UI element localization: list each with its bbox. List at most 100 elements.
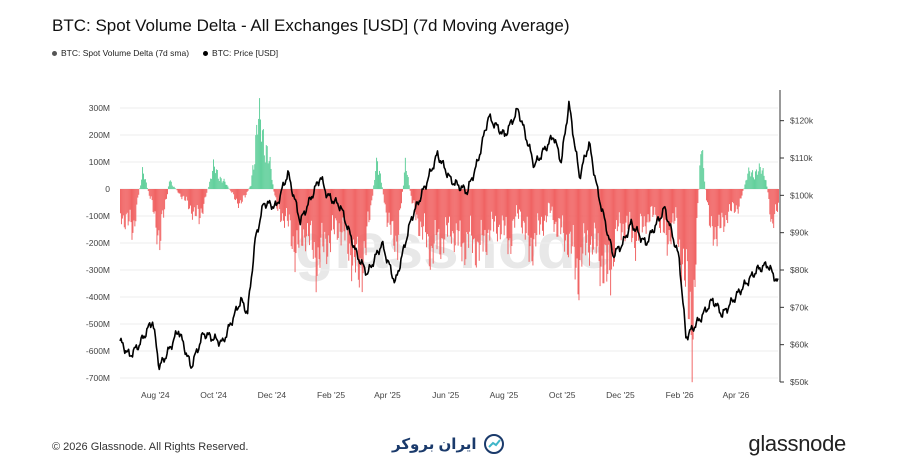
delta-bar bbox=[314, 189, 316, 258]
delta-bar bbox=[511, 189, 513, 247]
delta-bar bbox=[159, 189, 161, 251]
delta-bar bbox=[469, 189, 471, 232]
delta-bar bbox=[700, 154, 702, 189]
delta-bar bbox=[405, 170, 407, 189]
delta-bar bbox=[419, 189, 421, 237]
delta-bar bbox=[600, 189, 602, 267]
delta-bar bbox=[529, 189, 531, 247]
delta-bar bbox=[373, 185, 375, 189]
delta-bar bbox=[404, 157, 406, 189]
delta-bar bbox=[352, 189, 354, 266]
delta-bar bbox=[767, 189, 769, 193]
delta-bar bbox=[239, 189, 241, 201]
delta-bar bbox=[544, 189, 546, 216]
delta-bar bbox=[398, 189, 400, 235]
delta-bar bbox=[633, 189, 635, 230]
delta-bar bbox=[464, 189, 466, 266]
delta-bar bbox=[233, 189, 235, 195]
x-tick-label: Aug '24 bbox=[141, 390, 170, 400]
delta-bar bbox=[618, 189, 620, 213]
delta-bar bbox=[707, 189, 708, 203]
delta-bar bbox=[350, 189, 352, 256]
delta-bar bbox=[170, 181, 172, 189]
delta-bar bbox=[153, 189, 155, 214]
delta-bar bbox=[292, 189, 294, 237]
delta-bar bbox=[272, 184, 274, 189]
delta-bar bbox=[694, 189, 696, 288]
delta-bar bbox=[422, 189, 424, 240]
delta-bar bbox=[608, 189, 610, 245]
delta-bar bbox=[348, 189, 350, 261]
delta-bar bbox=[252, 165, 254, 189]
delta-bar bbox=[678, 189, 680, 247]
delta-bar bbox=[519, 189, 521, 212]
delta-bar bbox=[710, 189, 712, 217]
delta-bar bbox=[744, 184, 746, 189]
delta-bar bbox=[714, 189, 716, 228]
delta-bar bbox=[526, 189, 528, 217]
delta-bar bbox=[628, 189, 630, 228]
delta-bar bbox=[411, 189, 413, 204]
delta-bar bbox=[467, 189, 469, 235]
delta-bar bbox=[187, 189, 189, 201]
legend-item-price[interactable]: BTC: Price [USD] bbox=[203, 48, 278, 58]
x-tick-label: Oct '25 bbox=[549, 390, 576, 400]
delta-bar bbox=[581, 189, 583, 267]
delta-bar bbox=[325, 189, 327, 239]
delta-bar bbox=[198, 189, 200, 225]
delta-bar bbox=[432, 189, 434, 264]
delta-bar bbox=[514, 189, 516, 228]
delta-bar bbox=[457, 189, 459, 246]
price-series-line bbox=[119, 100, 779, 371]
delta-bar bbox=[716, 189, 718, 247]
delta-bar bbox=[475, 189, 477, 268]
delta-bar bbox=[290, 189, 292, 247]
delta-bar bbox=[399, 189, 401, 211]
delta-bar bbox=[312, 189, 314, 259]
legend-item-delta[interactable]: BTC: Spot Volume Delta (7d sma) bbox=[52, 48, 189, 58]
delta-bar bbox=[565, 189, 567, 241]
delta-bar bbox=[267, 163, 269, 189]
delta-bar bbox=[493, 189, 495, 232]
delta-bar bbox=[754, 179, 755, 189]
delta-bar bbox=[776, 189, 778, 211]
delta-bar bbox=[502, 189, 504, 221]
delta-bar bbox=[579, 189, 581, 261]
y-right-tick-label: $80k bbox=[790, 265, 809, 275]
delta-bar bbox=[711, 189, 713, 227]
delta-bar bbox=[612, 189, 614, 251]
delta-bar bbox=[519, 189, 520, 210]
delta-bar bbox=[446, 189, 448, 226]
delta-bar bbox=[542, 189, 543, 231]
delta-bar bbox=[311, 189, 313, 250]
delta-bar bbox=[439, 189, 441, 255]
delta-bar bbox=[536, 189, 538, 236]
delta-bar bbox=[651, 189, 653, 206]
delta-bar bbox=[747, 173, 749, 189]
legend-label-delta: BTC: Spot Volume Delta (7d sma) bbox=[61, 48, 190, 58]
delta-bar bbox=[393, 189, 395, 246]
delta-bar bbox=[752, 170, 754, 189]
delta-bar bbox=[590, 189, 592, 237]
delta-bar bbox=[441, 189, 443, 238]
delta-bar bbox=[208, 186, 210, 189]
delta-bar bbox=[576, 189, 578, 259]
delta-bar bbox=[595, 189, 597, 254]
legend-dot-delta bbox=[52, 50, 57, 56]
delta-bar bbox=[212, 170, 214, 189]
delta-bar bbox=[160, 189, 162, 241]
delta-bar bbox=[582, 189, 584, 254]
delta-bar bbox=[594, 189, 596, 229]
delta-bar bbox=[619, 189, 621, 224]
delta-bar bbox=[611, 189, 613, 270]
delta-bar bbox=[742, 189, 744, 191]
delta-bar bbox=[599, 189, 601, 287]
delta-bar bbox=[349, 189, 351, 244]
delta-bar bbox=[185, 189, 187, 201]
delta-bar bbox=[155, 189, 157, 228]
delta-bar bbox=[504, 189, 506, 226]
delta-bar bbox=[274, 189, 276, 196]
delta-bar bbox=[735, 189, 737, 206]
delta-bar bbox=[219, 176, 221, 189]
delta-bar bbox=[652, 189, 654, 217]
